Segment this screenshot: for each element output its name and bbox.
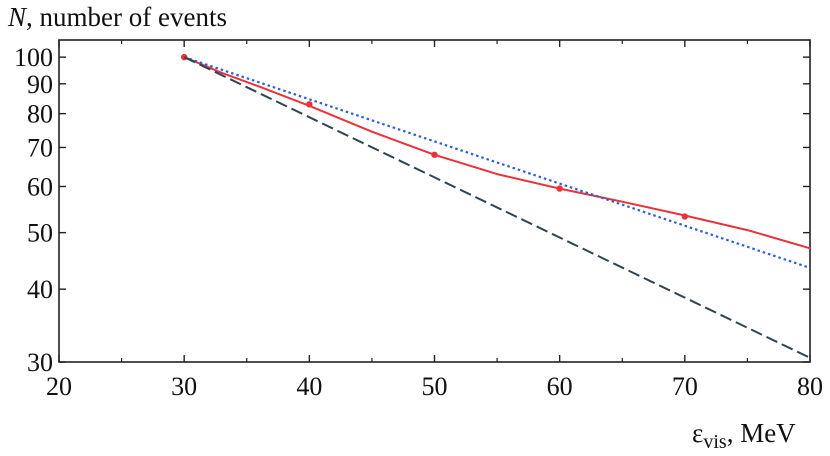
x-axis-unit: , MeV: [727, 418, 796, 448]
y-axis-symbol: N: [7, 2, 28, 32]
series-line-dotted: [183, 56, 811, 269]
y-tick-label: 70: [27, 133, 53, 162]
x-tick-label: 50: [422, 372, 448, 401]
y-tick-label: 100: [14, 43, 53, 72]
data-point: [681, 213, 689, 220]
series-line-dashed: [183, 56, 811, 359]
y-tick-label: 60: [27, 172, 53, 201]
y-tick-label: 80: [27, 100, 53, 129]
x-tick-label: 70: [672, 372, 698, 401]
y-tick-label: 50: [27, 219, 53, 248]
axis-ticks: [58, 40, 811, 363]
series-group: [180, 53, 811, 359]
x-axis-symbol: ε: [692, 418, 703, 448]
series-line-solid: [183, 56, 811, 250]
y-axis-label-text: , number of events: [26, 2, 227, 32]
data-point: [556, 185, 563, 192]
y-axis-label: N, number of events: [7, 2, 227, 32]
y-tick-label: 90: [27, 70, 53, 99]
x-tick-label: 60: [547, 372, 573, 401]
data-point: [306, 101, 313, 108]
plot-frame: [58, 39, 811, 363]
x-tick-label: 30: [171, 372, 197, 401]
x-tick-label: 40: [296, 372, 322, 401]
y-tick-label: 30: [27, 348, 53, 377]
data-point: [431, 151, 438, 158]
x-axis-label: εvis, MeV: [692, 418, 796, 453]
x-tick-label: 80: [797, 372, 823, 401]
y-tick-label: 40: [27, 275, 53, 304]
x-tick-label: 20: [46, 372, 72, 401]
x-axis-subscript: vis: [703, 431, 727, 453]
